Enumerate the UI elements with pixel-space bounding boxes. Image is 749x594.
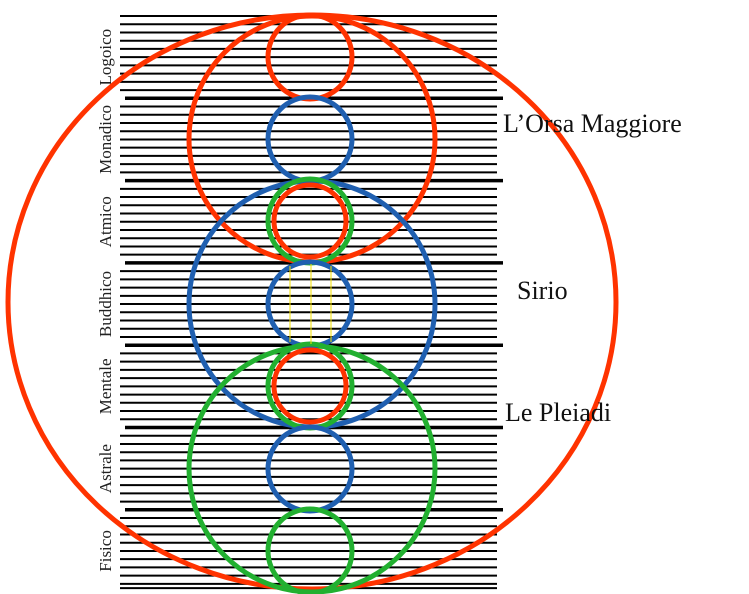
plane-label: Fisico <box>96 530 115 572</box>
plane-label: Atmico <box>96 196 115 247</box>
small-circle <box>271 347 349 425</box>
yellow-lines <box>289 264 332 344</box>
star-label: Le Pleiadi <box>505 398 611 427</box>
small-circle <box>271 182 349 260</box>
plane-label: Monadico <box>96 105 115 174</box>
plane-label: Buddhico <box>96 271 115 337</box>
plane-label: Astrale <box>96 444 115 493</box>
plane-labels: Logoico Monadico Atmico Buddhico Mentale Astr… <box>96 29 115 572</box>
plane-label: Logoico <box>96 29 115 86</box>
circles <box>5 12 619 594</box>
plane-label: Mentale <box>96 358 115 414</box>
star-label: Sirio <box>517 276 568 305</box>
small-circle <box>265 506 355 594</box>
star-label: L’Orsa Maggiore <box>503 109 682 138</box>
